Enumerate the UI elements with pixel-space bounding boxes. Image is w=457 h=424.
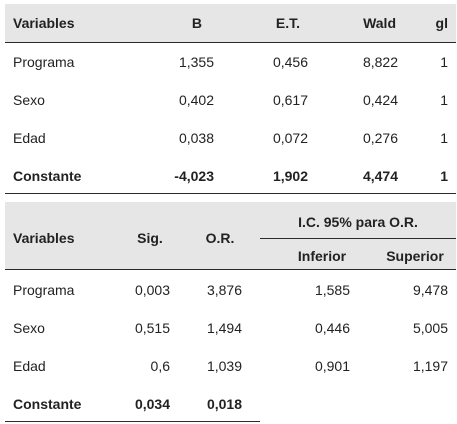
table1-cell: 4,474 bbox=[362, 168, 398, 184]
table2-row-label: Edad bbox=[13, 358, 46, 374]
table2-cell: 0,6 bbox=[150, 358, 170, 374]
table2-header-inferior: Inferior bbox=[297, 248, 347, 264]
table2-cell: 1,585 bbox=[314, 282, 350, 298]
table1-header-gl: gl bbox=[435, 15, 448, 31]
table2-header-sig: Sig. bbox=[137, 230, 163, 246]
table1-cell: 1,902 bbox=[272, 168, 308, 184]
table2-cell: 5,005 bbox=[412, 320, 448, 336]
table2-cell: 0,018 bbox=[206, 396, 242, 412]
table1-row-label: Programa bbox=[13, 54, 75, 70]
table2-cell: 0,901 bbox=[314, 358, 350, 374]
table2-group-header: I.C. 95% para O.R. bbox=[298, 214, 418, 230]
table1-cell: 0,617 bbox=[272, 92, 308, 108]
table2-header-superior: Superior bbox=[386, 248, 444, 264]
table2-cell: 3,876 bbox=[206, 282, 242, 298]
table2-group-rule bbox=[260, 238, 456, 239]
table1-row-label: Sexo bbox=[13, 92, 45, 108]
table1-header-b: B bbox=[191, 15, 202, 31]
table2-cell: 0,003 bbox=[134, 282, 170, 298]
table1-header-background bbox=[5, 4, 456, 43]
table1-row-label: Constante bbox=[13, 168, 82, 184]
table1-row-label: Edad bbox=[13, 130, 46, 146]
table2-bottom-rule bbox=[5, 421, 260, 422]
table2-header-variables: Variables bbox=[13, 230, 75, 246]
table2-cell: 1,039 bbox=[206, 358, 242, 374]
table2-cell: 9,478 bbox=[412, 282, 448, 298]
table1-cell: 1,355 bbox=[178, 54, 214, 70]
table1-header-wald: Wald bbox=[363, 15, 396, 31]
table2-header-background bbox=[5, 202, 456, 270]
table2-cell: 1,494 bbox=[206, 320, 242, 336]
table1-cell: 0,402 bbox=[178, 92, 214, 108]
table2-header-rule bbox=[5, 269, 456, 270]
table2-cell: 1,197 bbox=[412, 358, 448, 374]
table1-cell: -4,023 bbox=[174, 168, 214, 184]
table1-cell: 1 bbox=[440, 130, 448, 146]
table1-cell: 8,822 bbox=[362, 54, 398, 70]
table1-header-rule bbox=[5, 42, 456, 43]
table2-row-label: Constante bbox=[13, 396, 82, 412]
table2-row-label: Sexo bbox=[13, 320, 45, 336]
table2-cell: 0,034 bbox=[134, 396, 170, 412]
table1-cell: 0,424 bbox=[362, 92, 398, 108]
table1-header-variables: Variables bbox=[13, 15, 75, 31]
table2-cell: 0,446 bbox=[314, 320, 350, 336]
table1-cell: 0,276 bbox=[362, 130, 398, 146]
table1-cell: 0,072 bbox=[272, 130, 308, 146]
table1-cell: 0,456 bbox=[272, 54, 308, 70]
table1-cell: 1 bbox=[440, 54, 448, 70]
table2-row-label: Programa bbox=[13, 282, 75, 298]
table1-cell: 0,038 bbox=[178, 130, 214, 146]
table2-header-or: O.R. bbox=[205, 230, 235, 246]
table1-bottom-rule bbox=[5, 193, 456, 194]
table2-cell: 0,515 bbox=[134, 320, 170, 336]
table1-cell: 1 bbox=[440, 92, 448, 108]
table1-header-et: E.T. bbox=[275, 15, 300, 31]
table1-cell: 1 bbox=[440, 168, 448, 184]
